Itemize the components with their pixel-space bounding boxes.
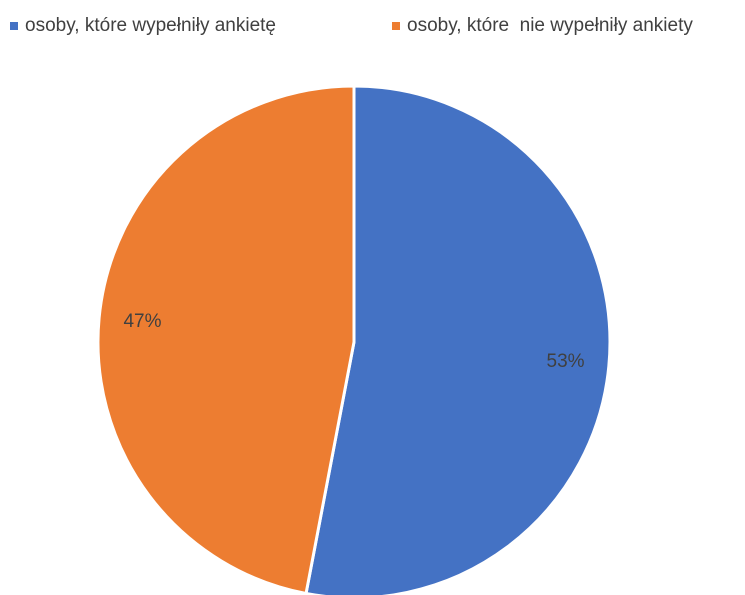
legend-swatch-filled bbox=[10, 22, 18, 30]
data-label-filled: 53% bbox=[547, 351, 585, 372]
pie-slice-not-filled bbox=[96, 84, 356, 595]
pie-slice-filled bbox=[304, 84, 612, 595]
legend-item-filled: osoby, które wypełniły ankietę bbox=[10, 12, 276, 40]
pie-labels: 53% 47% bbox=[123, 311, 584, 372]
pie-slices bbox=[96, 84, 612, 595]
legend-label-filled: osoby, które wypełniły ankietę bbox=[25, 15, 276, 36]
legend-swatch-not-filled bbox=[392, 22, 400, 30]
legend-label-not-filled: osoby, które nie wypełniły ankiety bbox=[407, 15, 693, 36]
legend-item-not-filled: osoby, które nie wypełniły ankiety bbox=[392, 12, 693, 40]
chart-legend: osoby, które wypełniły ankietę osoby, kt… bbox=[0, 12, 745, 40]
data-label-not-filled: 47% bbox=[123, 311, 161, 332]
